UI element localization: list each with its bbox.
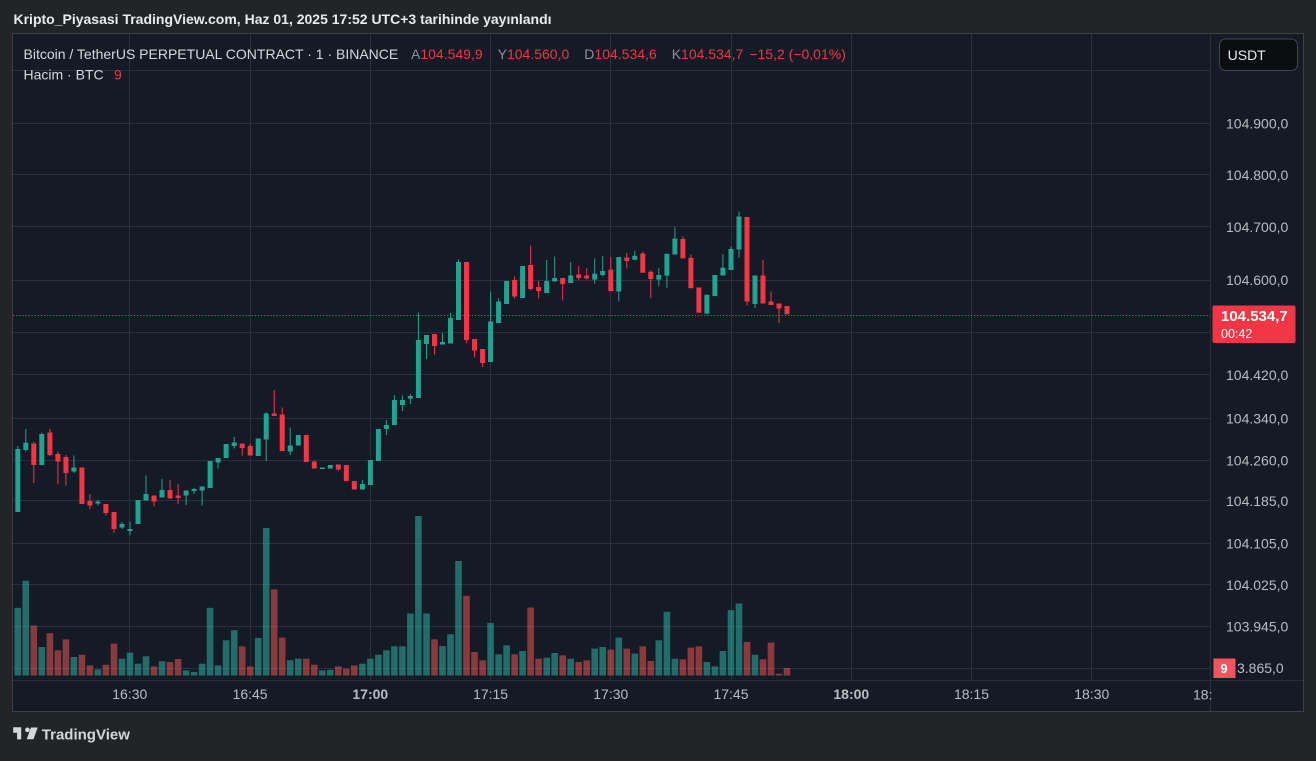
svg-text:Bitcoin / TetherUS PERPETUAL C: Bitcoin / TetherUS PERPETUAL CONTRACT · … [24, 46, 399, 62]
svg-text:17:30: 17:30 [593, 686, 628, 702]
svg-text:17:15: 17:15 [473, 686, 508, 702]
svg-text:18:30: 18:30 [1074, 686, 1109, 702]
svg-text:104.700,0: 104.700,0 [1226, 219, 1288, 235]
svg-text:104.534,7: 104.534,7 [1221, 308, 1288, 325]
svg-text:9: 9 [1220, 661, 1227, 676]
svg-text:104.260,0: 104.260,0 [1226, 452, 1288, 468]
svg-text:Kripto_Piyasasi TradingView.co: Kripto_Piyasasi TradingView.com, Haz 01,… [14, 11, 552, 27]
svg-text:18:00: 18:00 [833, 686, 869, 702]
svg-text:16:45: 16:45 [233, 686, 268, 702]
svg-text:18:15: 18:15 [954, 686, 989, 702]
svg-text:TradingView: TradingView [42, 727, 130, 744]
svg-text:16:30: 16:30 [112, 686, 147, 702]
svg-text:104.800,0: 104.800,0 [1226, 167, 1288, 183]
svg-text:18:: 18: [1193, 687, 1212, 703]
svg-text:Hacim · BTC: Hacim · BTC [24, 67, 104, 83]
svg-text:104.420,0: 104.420,0 [1226, 367, 1288, 383]
svg-text:00:42: 00:42 [1221, 327, 1252, 341]
svg-text:104.185,0: 104.185,0 [1226, 493, 1288, 509]
svg-text:9: 9 [114, 67, 122, 83]
svg-text:104.340,0: 104.340,0 [1226, 411, 1288, 427]
svg-text:104.600,0: 104.600,0 [1226, 272, 1288, 288]
svg-text:3.865,0: 3.865,0 [1237, 660, 1284, 676]
svg-text:104.105,0: 104.105,0 [1226, 536, 1288, 552]
svg-text:104.900,0: 104.900,0 [1226, 116, 1288, 132]
svg-text:17:45: 17:45 [713, 686, 748, 702]
svg-text:103.945,0: 103.945,0 [1226, 618, 1288, 634]
svg-text:104.025,0: 104.025,0 [1226, 577, 1288, 593]
svg-text:USDT: USDT [1228, 47, 1267, 63]
svg-text:17:00: 17:00 [352, 686, 388, 702]
